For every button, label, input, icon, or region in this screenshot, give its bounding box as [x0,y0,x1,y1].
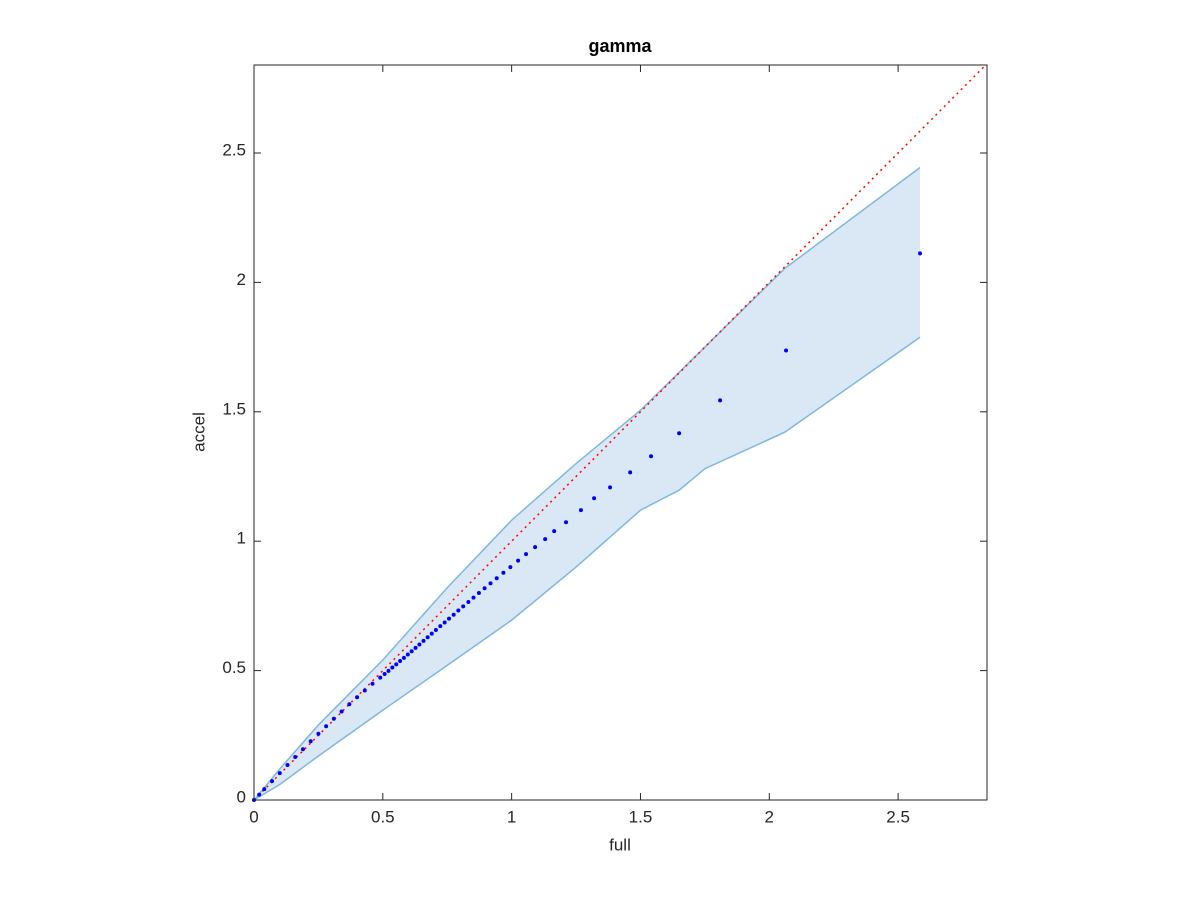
point [543,537,548,542]
point [417,642,422,647]
x-tick-label: 2.5 [886,807,910,826]
y-tick-label: 0.5 [222,658,246,677]
point [355,695,360,700]
chart-title: gamma [588,36,652,56]
point [324,724,329,729]
point [362,688,367,693]
point [508,565,513,570]
x-tick-label: 1 [507,807,516,826]
point [378,675,383,680]
point [386,668,391,673]
point [488,581,493,586]
y-tick-label: 1 [237,529,246,548]
point [608,485,613,490]
y-tick-label: 2 [237,270,246,289]
y-tick-label: 2.5 [222,140,246,159]
point [438,624,443,629]
y-tick-label: 1.5 [222,399,246,418]
reference-line [253,64,987,801]
point [476,590,481,595]
x-tick-label: 0 [249,807,258,826]
point [293,755,298,760]
point [277,771,282,776]
point [628,470,633,475]
point [461,604,466,609]
point [316,731,321,736]
point [533,545,538,550]
point [466,600,471,605]
point [300,747,305,752]
point [501,570,506,575]
point [405,652,410,657]
band-edge [253,166,921,801]
point [442,620,447,625]
point [429,631,434,636]
point [331,716,336,721]
x-tick-label: 1.5 [629,807,653,826]
point [649,454,654,459]
point [270,779,275,784]
y-tick-label: 0 [237,787,246,806]
point [390,665,395,670]
point [482,586,487,591]
point [471,595,476,600]
band-edge [253,336,921,801]
point [578,508,583,513]
point [552,529,557,534]
point [398,659,403,664]
point [447,616,452,621]
point [564,520,569,525]
point [524,552,529,557]
point [456,608,461,613]
point [413,645,418,650]
point [592,496,597,501]
point [784,348,789,353]
point [425,635,430,640]
band-fill [254,167,921,801]
point [394,662,399,667]
point [433,627,438,632]
point [451,612,456,617]
point [339,709,344,714]
y-axis-label: accel [189,412,208,452]
point [409,649,414,654]
point [421,638,426,643]
point [516,558,521,563]
point [401,655,406,660]
point [285,763,290,768]
point [370,681,375,686]
point [494,576,499,581]
x-tick-label: 2 [765,807,774,826]
point [262,787,267,792]
point [347,702,352,707]
point [677,431,682,436]
axes-box [253,64,988,801]
point [382,671,387,676]
point [718,398,723,403]
point [918,251,923,256]
x-tick-label: 0.5 [371,807,395,826]
point [257,792,262,797]
point [308,739,313,744]
x-axis-label: full [609,835,631,854]
